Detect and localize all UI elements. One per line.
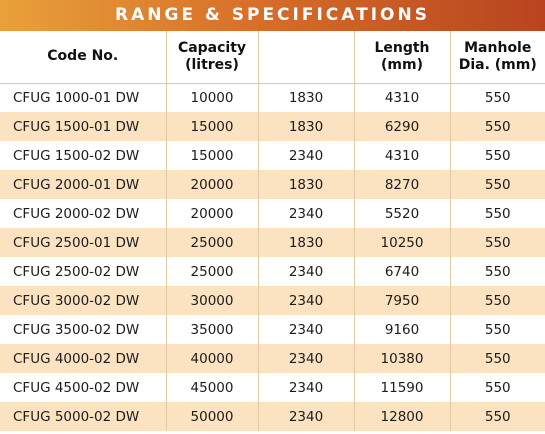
cell-code: CFUG 5000-02 DW <box>0 402 167 431</box>
cell-capacity: 50000 <box>166 402 259 431</box>
cell-length: 7950 <box>354 286 451 315</box>
cell-length: 9160 <box>354 315 451 344</box>
cell-manhole: 550 <box>450 373 545 402</box>
cell-diameter: 2340 <box>258 286 355 315</box>
header-capacity-line1: Capacity <box>177 39 247 56</box>
header-length: Length (mm) <box>354 31 451 84</box>
cell-manhole: 550 <box>450 199 545 228</box>
cell-capacity: 35000 <box>166 315 259 344</box>
cell-code: CFUG 1000-01 DW <box>0 83 167 112</box>
table-row: CFUG 4000-02 DW 40000 2340 10380 550 <box>0 344 545 373</box>
cell-length: 12800 <box>354 402 451 431</box>
cell-diameter: 2340 <box>258 344 355 373</box>
cell-length: 4310 <box>354 83 451 112</box>
header-code-label: Code No. <box>47 48 119 65</box>
cell-length: 10380 <box>354 344 451 373</box>
cell-length: 5520 <box>354 199 451 228</box>
table-header: Code No. Capacity (litres) Length (mm) M… <box>0 31 545 84</box>
cell-manhole: 550 <box>450 257 545 286</box>
header-length-line1: Length <box>374 39 430 56</box>
cell-code: CFUG 4500-02 DW <box>0 373 167 402</box>
table-row: CFUG 4500-02 DW 45000 2340 11590 550 <box>0 373 545 402</box>
table-row: CFUG 1500-01 DW 15000 1830 6290 550 <box>0 112 545 141</box>
cell-capacity: 45000 <box>166 373 259 402</box>
table-title-banner: RANGE & SPECIFICATIONS <box>0 0 545 31</box>
cell-capacity: 40000 <box>166 344 259 373</box>
cell-manhole: 550 <box>450 141 545 170</box>
cell-diameter: 2340 <box>258 315 355 344</box>
cell-diameter: 1830 <box>258 170 355 199</box>
cell-capacity: 20000 <box>166 199 259 228</box>
cell-manhole: 550 <box>450 112 545 141</box>
cell-diameter: 2340 <box>258 257 355 286</box>
cell-manhole: 550 <box>450 402 545 431</box>
table-row: CFUG 5000-02 DW 50000 2340 12800 550 <box>0 402 545 431</box>
header-capacity-line2: (litres) <box>185 56 239 73</box>
table-body: CFUG 1000-01 DW 10000 1830 4310 550 CFUG 1500… <box>0 83 545 431</box>
table-row: CFUG 1000-01 DW 10000 1830 4310 550 <box>0 83 545 112</box>
cell-diameter: 1830 <box>258 112 355 141</box>
cell-code: CFUG 3000-02 DW <box>0 286 167 315</box>
cell-manhole: 550 <box>450 286 545 315</box>
cell-capacity: 15000 <box>166 112 259 141</box>
cell-code: CFUG 2000-02 DW <box>0 199 167 228</box>
header-code: Code No. <box>0 31 167 84</box>
cell-diameter: 2340 <box>258 373 355 402</box>
cell-manhole: 550 <box>450 228 545 257</box>
cell-manhole: 550 <box>450 315 545 344</box>
header-manhole-line2: Dia. (mm) <box>458 56 537 73</box>
cell-code: CFUG 1500-02 DW <box>0 141 167 170</box>
cell-manhole: 550 <box>450 344 545 373</box>
cell-capacity: 30000 <box>166 286 259 315</box>
header-manhole: Manhole Dia. (mm) <box>450 31 545 84</box>
header-diameter <box>258 31 355 84</box>
cell-manhole: 550 <box>450 83 545 112</box>
cell-length: 6740 <box>354 257 451 286</box>
cell-code: CFUG 2000-01 DW <box>0 170 167 199</box>
table-row: CFUG 3500-02 DW 35000 2340 9160 550 <box>0 315 545 344</box>
specifications-table: Code No. Capacity (litres) Length (mm) M… <box>0 31 545 431</box>
cell-code: CFUG 4000-02 DW <box>0 344 167 373</box>
cell-diameter: 2340 <box>258 199 355 228</box>
table-row: CFUG 1500-02 DW 15000 2340 4310 550 <box>0 141 545 170</box>
header-length-line2: (mm) <box>381 56 423 73</box>
cell-diameter: 2340 <box>258 141 355 170</box>
table-row: CFUG 2500-02 DW 25000 2340 6740 550 <box>0 257 545 286</box>
cell-capacity: 25000 <box>166 228 259 257</box>
cell-manhole: 550 <box>450 170 545 199</box>
cell-code: CFUG 2500-01 DW <box>0 228 167 257</box>
table-row: CFUG 3000-02 DW 30000 2340 7950 550 <box>0 286 545 315</box>
cell-code: CFUG 2500-02 DW <box>0 257 167 286</box>
cell-capacity: 25000 <box>166 257 259 286</box>
cell-length: 6290 <box>354 112 451 141</box>
header-capacity: Capacity (litres) <box>166 31 259 84</box>
cell-length: 10250 <box>354 228 451 257</box>
cell-code: CFUG 3500-02 DW <box>0 315 167 344</box>
cell-length: 8270 <box>354 170 451 199</box>
cell-length: 11590 <box>354 373 451 402</box>
table-row: CFUG 2500-01 DW 25000 1830 10250 550 <box>0 228 545 257</box>
cell-length: 4310 <box>354 141 451 170</box>
cell-diameter: 1830 <box>258 228 355 257</box>
cell-code: CFUG 1500-01 DW <box>0 112 167 141</box>
table-row: CFUG 2000-02 DW 20000 2340 5520 550 <box>0 199 545 228</box>
header-row: Code No. Capacity (litres) Length (mm) M… <box>0 31 545 84</box>
cell-diameter: 2340 <box>258 402 355 431</box>
cell-diameter: 1830 <box>258 83 355 112</box>
cell-capacity: 15000 <box>166 141 259 170</box>
cell-capacity: 20000 <box>166 170 259 199</box>
table-row: CFUG 2000-01 DW 20000 1830 8270 550 <box>0 170 545 199</box>
cell-capacity: 10000 <box>166 83 259 112</box>
header-manhole-line1: Manhole <box>464 39 532 56</box>
